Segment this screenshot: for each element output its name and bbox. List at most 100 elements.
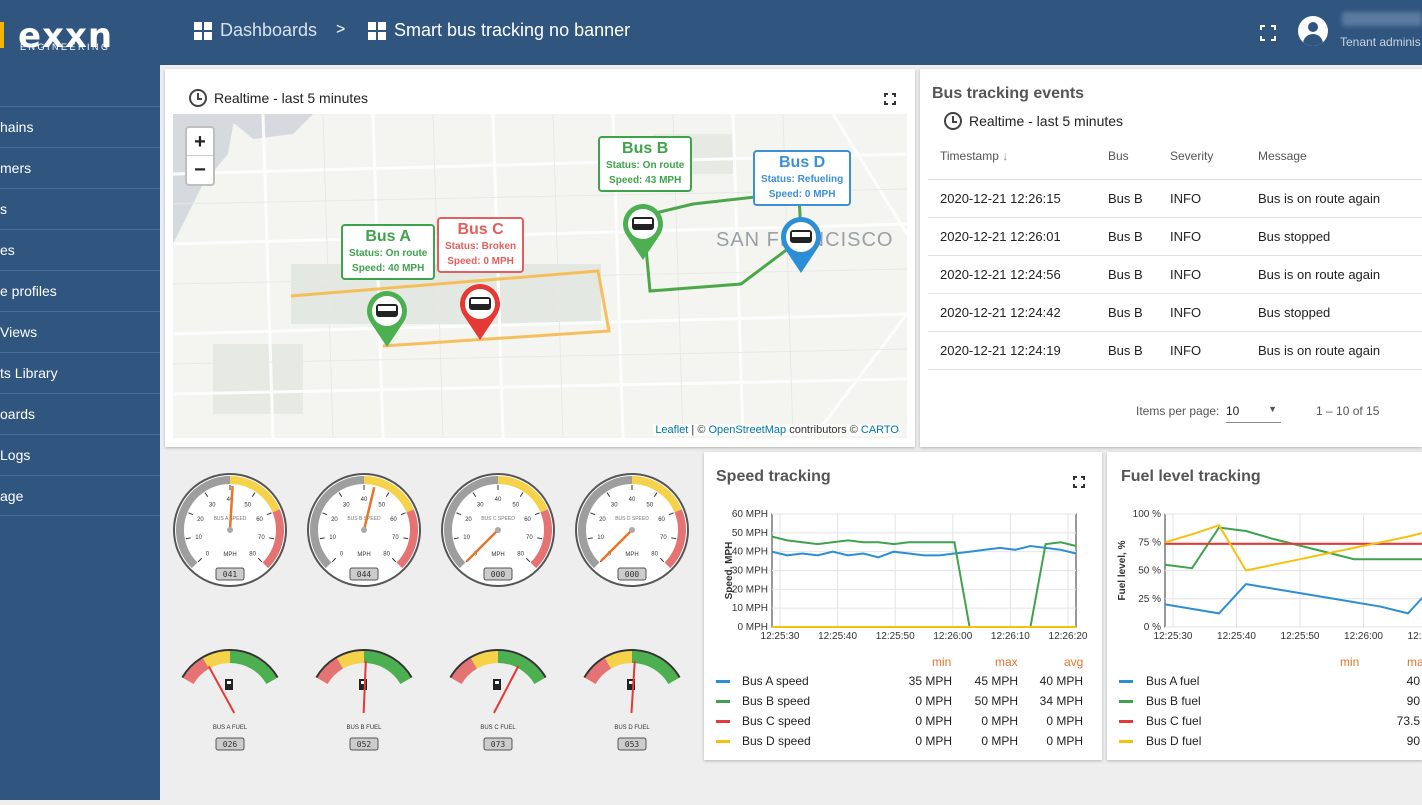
speed-chart-plot[interactable]: 0 MPH 10 MPH 20 MPH 30 MPH 40 MPH 50 MPH 60 MP… bbox=[704, 502, 1102, 647]
fuel-rim bbox=[181, 649, 279, 679]
expand-icon[interactable] bbox=[884, 93, 896, 105]
gauge-tick-label: 30 bbox=[343, 502, 350, 508]
bus-a-marker-icon[interactable] bbox=[363, 289, 411, 347]
gauge-label: BUS B SPEED bbox=[347, 516, 381, 522]
gauge-unit: MPH bbox=[491, 552, 504, 558]
legend-max: 40 bbox=[1406, 674, 1420, 688]
y-axis-title: Speed, MPH bbox=[724, 542, 735, 600]
bus-c-marker-icon[interactable] bbox=[456, 282, 504, 340]
bus-c-label[interactable]: Bus C Status: Broken Speed: 0 MPH bbox=[437, 217, 525, 273]
legend-name[interactable]: Bus D speed bbox=[742, 734, 811, 748]
gauge-unit: MPH bbox=[625, 552, 638, 558]
gauge-tick bbox=[331, 557, 337, 563]
legend-max: 90 bbox=[1406, 734, 1420, 748]
sidebar-item-devices[interactable]: es bbox=[0, 229, 160, 270]
cell-message: Bus stopped bbox=[1246, 217, 1422, 256]
gauge-tick-label: 60 bbox=[256, 517, 263, 523]
gauge-readout: 000 bbox=[625, 570, 640, 579]
breadcrumb-current-label: Smart bus tracking no banner bbox=[394, 20, 631, 40]
gauge-tick bbox=[453, 537, 459, 540]
gauge-tick-label: 80 bbox=[651, 552, 658, 558]
user-role: Tenant adminis bbox=[1340, 35, 1421, 49]
dashboard-icon bbox=[368, 21, 386, 40]
x-tick-label: 12:26:10 bbox=[991, 631, 1030, 642]
sidebar-item-audit-logs[interactable]: Logs bbox=[0, 434, 160, 475]
breadcrumb-dashboards[interactable]: Dashboards bbox=[194, 20, 317, 41]
gauge-needle bbox=[466, 529, 499, 562]
sidebar-item-customers[interactable]: mers bbox=[0, 147, 160, 188]
fuel-gauge-label: BUS D FUEL bbox=[614, 725, 650, 731]
logo[interactable]: exxn ENGINEERING bbox=[0, 8, 160, 58]
items-per-page-select[interactable]: 10 ▼ bbox=[1226, 399, 1281, 423]
dropdown-arrow-icon: ▼ bbox=[1268, 404, 1277, 414]
legend-name[interactable]: Bus B fuel bbox=[1146, 694, 1201, 708]
map-timewindow[interactable]: Realtime - last 5 minutes bbox=[189, 89, 368, 107]
bus-d-marker-icon[interactable] bbox=[777, 215, 825, 273]
col-bus[interactable]: Bus bbox=[1096, 133, 1158, 180]
sidebar-item-home[interactable] bbox=[0, 65, 160, 106]
x-tick-label: 12:25:40 bbox=[1217, 631, 1256, 642]
gauge-band bbox=[578, 476, 633, 569]
sidebar-item-entity-views[interactable]: Views bbox=[0, 311, 160, 352]
user-name-blurred bbox=[1342, 12, 1422, 26]
osm-link[interactable]: OpenStreetMap bbox=[708, 424, 787, 436]
expand-icon[interactable] bbox=[1073, 476, 1085, 488]
col-message[interactable]: Message bbox=[1246, 133, 1422, 180]
legend-name[interactable]: Bus D fuel bbox=[1146, 734, 1202, 748]
zoom-out-button[interactable]: − bbox=[194, 159, 206, 181]
gauge-tick-label: 70 bbox=[392, 535, 399, 541]
gauge-tick bbox=[456, 512, 462, 516]
legend-name[interactable]: Bus C fuel bbox=[1146, 714, 1202, 728]
map-canvas[interactable]: SAN FRANCISCO + − Bus A Status: On route… bbox=[173, 114, 907, 438]
bus-d-label[interactable]: Bus D Status: Refueling Speed: 0 MPH bbox=[753, 150, 852, 206]
fuel-gauge: BUS A FUEL 026 bbox=[181, 649, 279, 751]
gauge-tick-label: 30 bbox=[477, 502, 484, 508]
bus-a-label[interactable]: Bus A Status: On route Speed: 40 MPH bbox=[341, 224, 436, 280]
events-table: Timestamp ↓ Bus Severity Message 2020-12… bbox=[928, 133, 1422, 370]
series-line bbox=[1164, 524, 1422, 572]
table-row[interactable]: 2020-12-21 12:26:01 Bus B INFO Bus stopp… bbox=[928, 217, 1422, 256]
cell-timestamp: 2020-12-21 12:24:56 bbox=[928, 255, 1096, 294]
sidebar-item-assets[interactable]: s bbox=[0, 188, 160, 229]
carto-link[interactable]: CARTO bbox=[860, 424, 899, 436]
fullscreen-icon[interactable] bbox=[1260, 25, 1276, 41]
col-severity[interactable]: Severity bbox=[1158, 133, 1246, 180]
legend-name[interactable]: Bus A fuel bbox=[1146, 674, 1200, 688]
gauge-tick bbox=[525, 557, 531, 563]
sidebar-item-widgets-library[interactable]: ts Library bbox=[0, 352, 160, 393]
legend-name[interactable]: Bus A speed bbox=[742, 674, 809, 688]
leaflet-link[interactable]: Leaflet bbox=[655, 424, 689, 436]
fuel-pump-icon bbox=[627, 679, 635, 690]
table-row[interactable]: 2020-12-21 12:24:42 Bus B INFO Bus stopp… bbox=[928, 293, 1422, 332]
col-timestamp[interactable]: Timestamp ↓ bbox=[928, 133, 1096, 180]
cell-message: Bus is on route again bbox=[1246, 179, 1422, 218]
map-attribution: Leaflet | © OpenStreetMap contributors ©… bbox=[653, 424, 901, 436]
gauge-band bbox=[310, 476, 365, 569]
fuel-band bbox=[585, 658, 612, 685]
table-row[interactable]: 2020-12-21 12:26:15 Bus B INFO Bus is on… bbox=[928, 179, 1422, 218]
sidebar-item-dashboards[interactable]: oards bbox=[0, 393, 160, 434]
sidebar-item-usage[interactable]: age bbox=[0, 475, 160, 516]
sidebar-item-device-profiles[interactable]: e profiles bbox=[0, 270, 160, 311]
y-tick-label: 20 MPH bbox=[732, 584, 768, 595]
zoom-in-button[interactable]: + bbox=[187, 128, 213, 156]
user-avatar-icon[interactable] bbox=[1298, 16, 1328, 46]
series-line bbox=[771, 544, 1077, 559]
table-row[interactable]: 2020-12-21 12:24:19 Bus B INFO Bus is on… bbox=[928, 331, 1422, 370]
gauge-tick-label: 10 bbox=[597, 535, 604, 541]
legend-max: 50 MPH bbox=[974, 694, 1018, 708]
bus-a-name: Bus A bbox=[365, 228, 411, 245]
x-tick-label: 12:25:30 bbox=[1154, 631, 1193, 642]
series-line bbox=[1164, 526, 1422, 570]
legend-name[interactable]: Bus C speed bbox=[742, 714, 811, 728]
bus-b-marker-icon[interactable] bbox=[619, 202, 667, 260]
events-widget: Bus tracking events Realtime - last 5 mi… bbox=[920, 69, 1422, 447]
sidebar-item-rule-chains[interactable]: hains bbox=[0, 106, 160, 147]
bus-b-label[interactable]: Bus B Status: On route Speed: 43 MPH bbox=[598, 136, 693, 192]
events-timewindow[interactable]: Realtime - last 5 minutes bbox=[944, 112, 1123, 130]
speed-gauge: 0 10 20 30 40 50 60 70 80 BUS C SPEED MPH 000 bbox=[441, 473, 555, 587]
fuel-chart-plot[interactable]: 0 % 25 % 50 % 75 % 100 % 12:25:30 12:25:40 12:2… bbox=[1107, 502, 1422, 647]
legend-name[interactable]: Bus B speed bbox=[742, 694, 811, 708]
table-row[interactable]: 2020-12-21 12:24:56 Bus B INFO Bus is on… bbox=[928, 255, 1422, 294]
